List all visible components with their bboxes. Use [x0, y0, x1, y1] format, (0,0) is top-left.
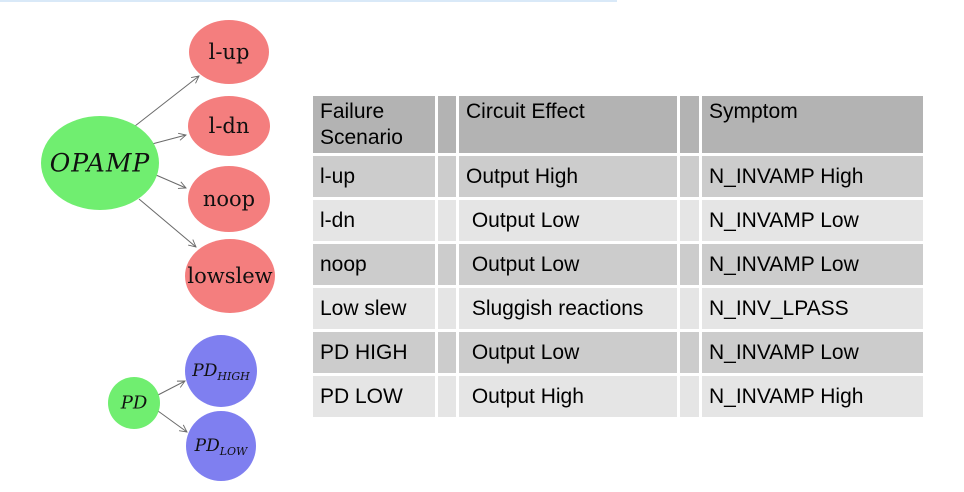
cell-symptom: N_INV_LPASS [702, 288, 923, 329]
node-noop: noop [188, 166, 270, 232]
pd-circle [108, 377, 160, 429]
pd-high-label: PDHIGH [191, 361, 250, 383]
cell-effect: Output Low [459, 200, 677, 241]
cell-spacer [680, 156, 699, 197]
cell-scenario: Low slew [313, 288, 435, 329]
edge-opamp-lowslew [138, 198, 196, 247]
pd-low-main: PD [194, 436, 220, 456]
cell-spacer [680, 244, 699, 285]
cell-symptom: N_INVAMP High [702, 376, 923, 417]
cell-spacer [680, 200, 699, 241]
cell-spacer [438, 288, 456, 329]
edge-opamp-lup [134, 76, 199, 127]
header-symptom: Symptom [702, 96, 923, 153]
cell-symptom: N_INVAMP High [702, 156, 923, 197]
fault-tree-diagram: OPAMP l-up l-dn noop lowslew PD PDHIGH P… [41, 20, 275, 481]
ldn-ellipse [188, 96, 270, 156]
cell-spacer [680, 288, 699, 329]
cell-scenario: l-up [313, 156, 435, 197]
node-lowslew: lowslew [185, 239, 275, 313]
cell-spacer [438, 376, 456, 417]
header-failure-scenario: Failure Scenario [313, 96, 435, 153]
noop-label: noop [203, 187, 255, 211]
noop-ellipse [188, 166, 270, 232]
header-circuit-effect: Circuit Effect [459, 96, 677, 153]
cell-spacer [438, 332, 456, 373]
pd-low-label: PDLOW [194, 436, 249, 458]
edge-opamp-noop [155, 174, 186, 188]
cell-effect: Output Low [459, 244, 677, 285]
opamp-label: OPAMP [50, 149, 151, 178]
pd-high-circle [185, 335, 257, 407]
cell-symptom: N_INVAMP Low [702, 332, 923, 373]
pd-low-circle [186, 411, 256, 481]
node-opamp: OPAMP [41, 116, 159, 210]
cell-spacer [438, 244, 456, 285]
cell-effect: Sluggish reactions [459, 288, 677, 329]
lowslew-ellipse [185, 239, 275, 313]
header-spacer [438, 96, 456, 153]
cell-scenario: l-dn [313, 200, 435, 241]
cell-spacer [438, 156, 456, 197]
node-pd: PD [108, 377, 160, 429]
header-spacer [680, 96, 699, 153]
lup-label: l-up [209, 40, 250, 64]
cell-effect: Output High [459, 376, 677, 417]
cell-effect: Output High [459, 156, 677, 197]
edge-pd-low [157, 410, 187, 432]
edge-opamp-ldn [151, 135, 186, 145]
cell-effect: Output Low [459, 332, 677, 373]
pd-low-subscript: LOW [219, 445, 249, 458]
cell-symptom: N_INVAMP Low [702, 244, 923, 285]
cell-scenario: PD HIGH [313, 332, 435, 373]
lup-ellipse [189, 20, 269, 84]
node-pd-high: PDHIGH [185, 335, 257, 407]
ldn-label: l-dn [209, 114, 250, 138]
node-lup: l-up [189, 20, 269, 84]
cell-symptom: N_INVAMP Low [702, 200, 923, 241]
cell-spacer [438, 200, 456, 241]
lowslew-label: lowslew [187, 264, 272, 288]
pd-high-subscript: HIGH [216, 370, 250, 383]
opamp-edges [134, 76, 199, 247]
opamp-ellipse [41, 116, 159, 210]
node-ldn: l-dn [188, 96, 270, 156]
pd-high-main: PD [191, 361, 217, 381]
node-pd-low: PDLOW [186, 411, 256, 481]
failure-scenario-table: Failure Scenario Circuit Effect Symptom … [313, 96, 923, 417]
window-top-edge [0, 0, 617, 2]
cell-scenario: noop [313, 244, 435, 285]
edge-pd-high [157, 381, 185, 396]
pd-edges [157, 381, 187, 432]
cell-spacer [680, 332, 699, 373]
cell-scenario: PD LOW [313, 376, 435, 417]
cell-spacer [680, 376, 699, 417]
pd-label: PD [120, 393, 148, 414]
